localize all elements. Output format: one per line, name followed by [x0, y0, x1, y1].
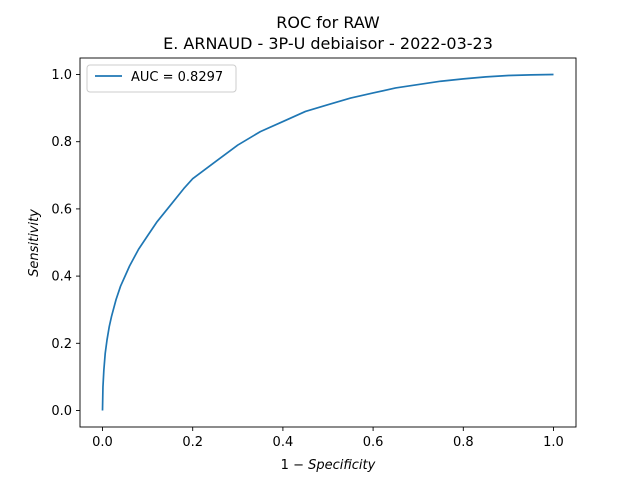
- y-tick-label: 0.0: [51, 404, 72, 419]
- y-tick-label: 0.2: [51, 337, 72, 352]
- x-tick-label: 0.0: [92, 435, 113, 450]
- x-axis: 0.0 0.2 0.4 0.6 0.8 1.0: [92, 427, 564, 450]
- y-axis: 0.0 0.2 0.4 0.6 0.8 1.0: [51, 68, 80, 419]
- legend-label: AUC = 0.8297: [131, 70, 223, 85]
- x-axis-label-italic: Specificity: [308, 458, 376, 473]
- legend-box: [86, 64, 237, 93]
- chart-subtitle: E. ARNAUD - 3P-U debiaisor - 2022-03-23: [163, 34, 493, 53]
- x-tick-label: 0.6: [363, 435, 384, 450]
- y-tick-label: 0.8: [51, 135, 72, 150]
- plot-frame: [79, 57, 577, 428]
- roc-curve-line: [101, 73, 554, 411]
- y-tick-label: 1.0: [51, 68, 72, 83]
- x-axis-label: 1 − Specificity: [281, 458, 376, 473]
- plot-area: [101, 73, 554, 411]
- y-axis-label: Sensitivity: [27, 209, 42, 277]
- x-axis-label-prefix: 1 −: [281, 458, 308, 473]
- y-tick-label: 0.4: [51, 270, 72, 285]
- x-tick-label: 0.8: [453, 435, 474, 450]
- x-tick-label: 0.4: [273, 435, 294, 450]
- y-tick-label: 0.6: [51, 202, 72, 217]
- legend: AUC = 0.8297: [86, 64, 237, 93]
- chart-title: ROC for RAW: [276, 13, 380, 32]
- x-tick-label: 1.0: [543, 435, 564, 450]
- x-tick-label: 0.2: [182, 435, 203, 450]
